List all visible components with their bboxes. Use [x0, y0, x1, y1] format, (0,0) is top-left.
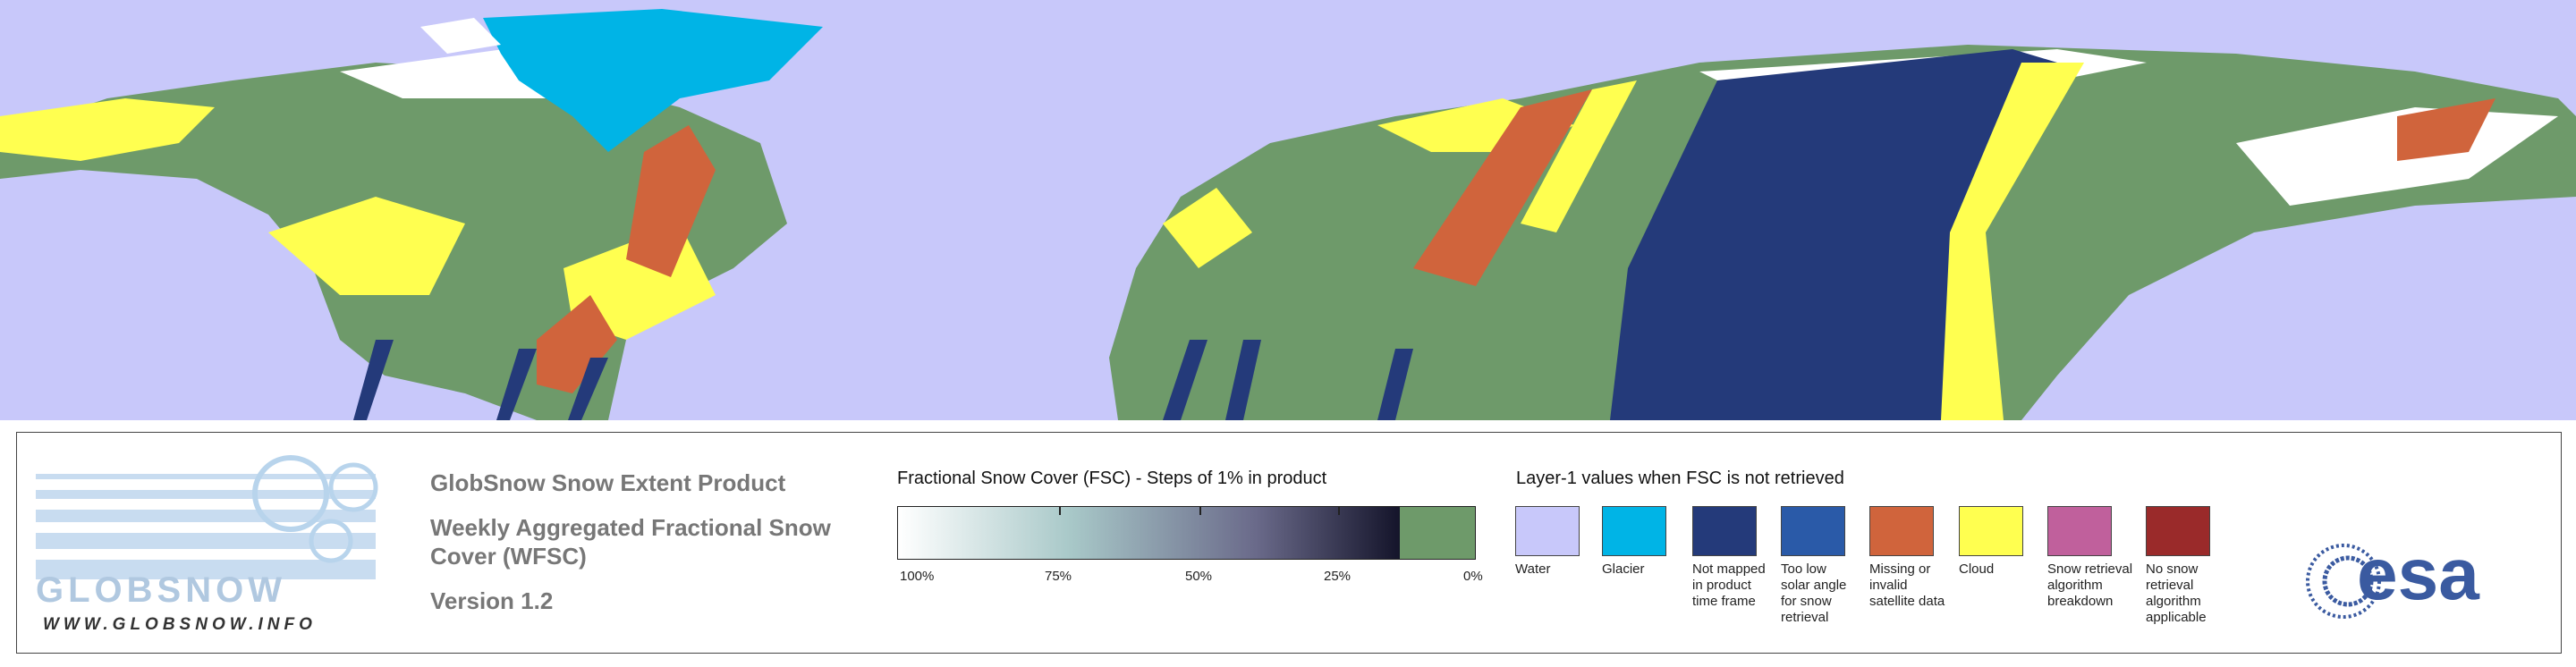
- product-subtitle: Weekly Aggregated Fractional Snow Cover …: [430, 514, 831, 570]
- fsc-tick-label: 75%: [1045, 569, 1072, 584]
- missing-swath: [2397, 98, 2496, 161]
- legend-swatch: [2047, 506, 2112, 556]
- legend-label: Missing or invalid satellite data: [1869, 561, 1945, 609]
- cloud-swath: [1521, 80, 1637, 232]
- agency-logo: esa: [2357, 534, 2479, 615]
- product-title: GlobSnow Snow Extent Product: [430, 469, 786, 496]
- fsc-tick: [1059, 506, 1061, 515]
- cloud-patch: [1163, 188, 1252, 268]
- missing-swath: [1413, 89, 1592, 286]
- legend-label: No snow retrieval algorithm applicable: [2146, 561, 2207, 625]
- legend-label: Water: [1515, 561, 1551, 577]
- cloud-swath: [1941, 63, 2084, 420]
- legend-label: Too low solar angle for snow retrieval: [1781, 561, 1847, 625]
- fsc-colorbar: [897, 506, 1476, 560]
- product-version: Version 1.2: [430, 587, 554, 614]
- cloud-patch: [0, 98, 215, 161]
- fsc-tick-label: 100%: [900, 569, 935, 584]
- not-mapped-strip: [353, 340, 608, 420]
- map: [0, 0, 2576, 420]
- legend-frame: [16, 432, 2562, 654]
- legend-swatch: [1781, 506, 1845, 556]
- fsc-title: Fractional Snow Cover (FSC) - Steps of 1…: [897, 469, 1327, 488]
- legend-swatch: [1515, 506, 1580, 556]
- legend-label: Not mapped in product time frame: [1692, 561, 1766, 609]
- legend-swatch: [1869, 506, 1934, 556]
- fsc-tick-label: 50%: [1185, 569, 1213, 584]
- cloud-patch: [268, 197, 465, 295]
- missing-swath: [626, 125, 716, 277]
- logo-name: GLOBSNOW: [36, 570, 286, 610]
- fsc-tick-label: 25%: [1324, 569, 1352, 584]
- fsc-tick-label: 0%: [1463, 569, 1483, 584]
- fsc-tick: [1199, 506, 1201, 515]
- legend-label: Snow retrieval algorithm breakdown: [2047, 561, 2133, 609]
- legend-swatch: [2146, 506, 2210, 556]
- missing-swath: [537, 295, 617, 393]
- not-mapped-strip: [1163, 340, 1413, 420]
- logo-url: WWW.GLOBSNOW.INFO: [43, 615, 317, 634]
- legend-label: Glacier: [1602, 561, 1645, 577]
- snow-patch: [420, 18, 501, 54]
- legend-swatch: [1602, 506, 1666, 556]
- legend-swatch: [1692, 506, 1757, 556]
- fsc-tick: [1338, 506, 1340, 515]
- layer1-title: Layer-1 values when FSC is not retrieved: [1516, 469, 1844, 488]
- legend-swatch: [1959, 506, 2023, 556]
- legend-label: Cloud: [1959, 561, 1995, 577]
- logo-graphic: [36, 455, 378, 579]
- greenland: [483, 9, 823, 152]
- esa-emblem: [2306, 544, 2381, 619]
